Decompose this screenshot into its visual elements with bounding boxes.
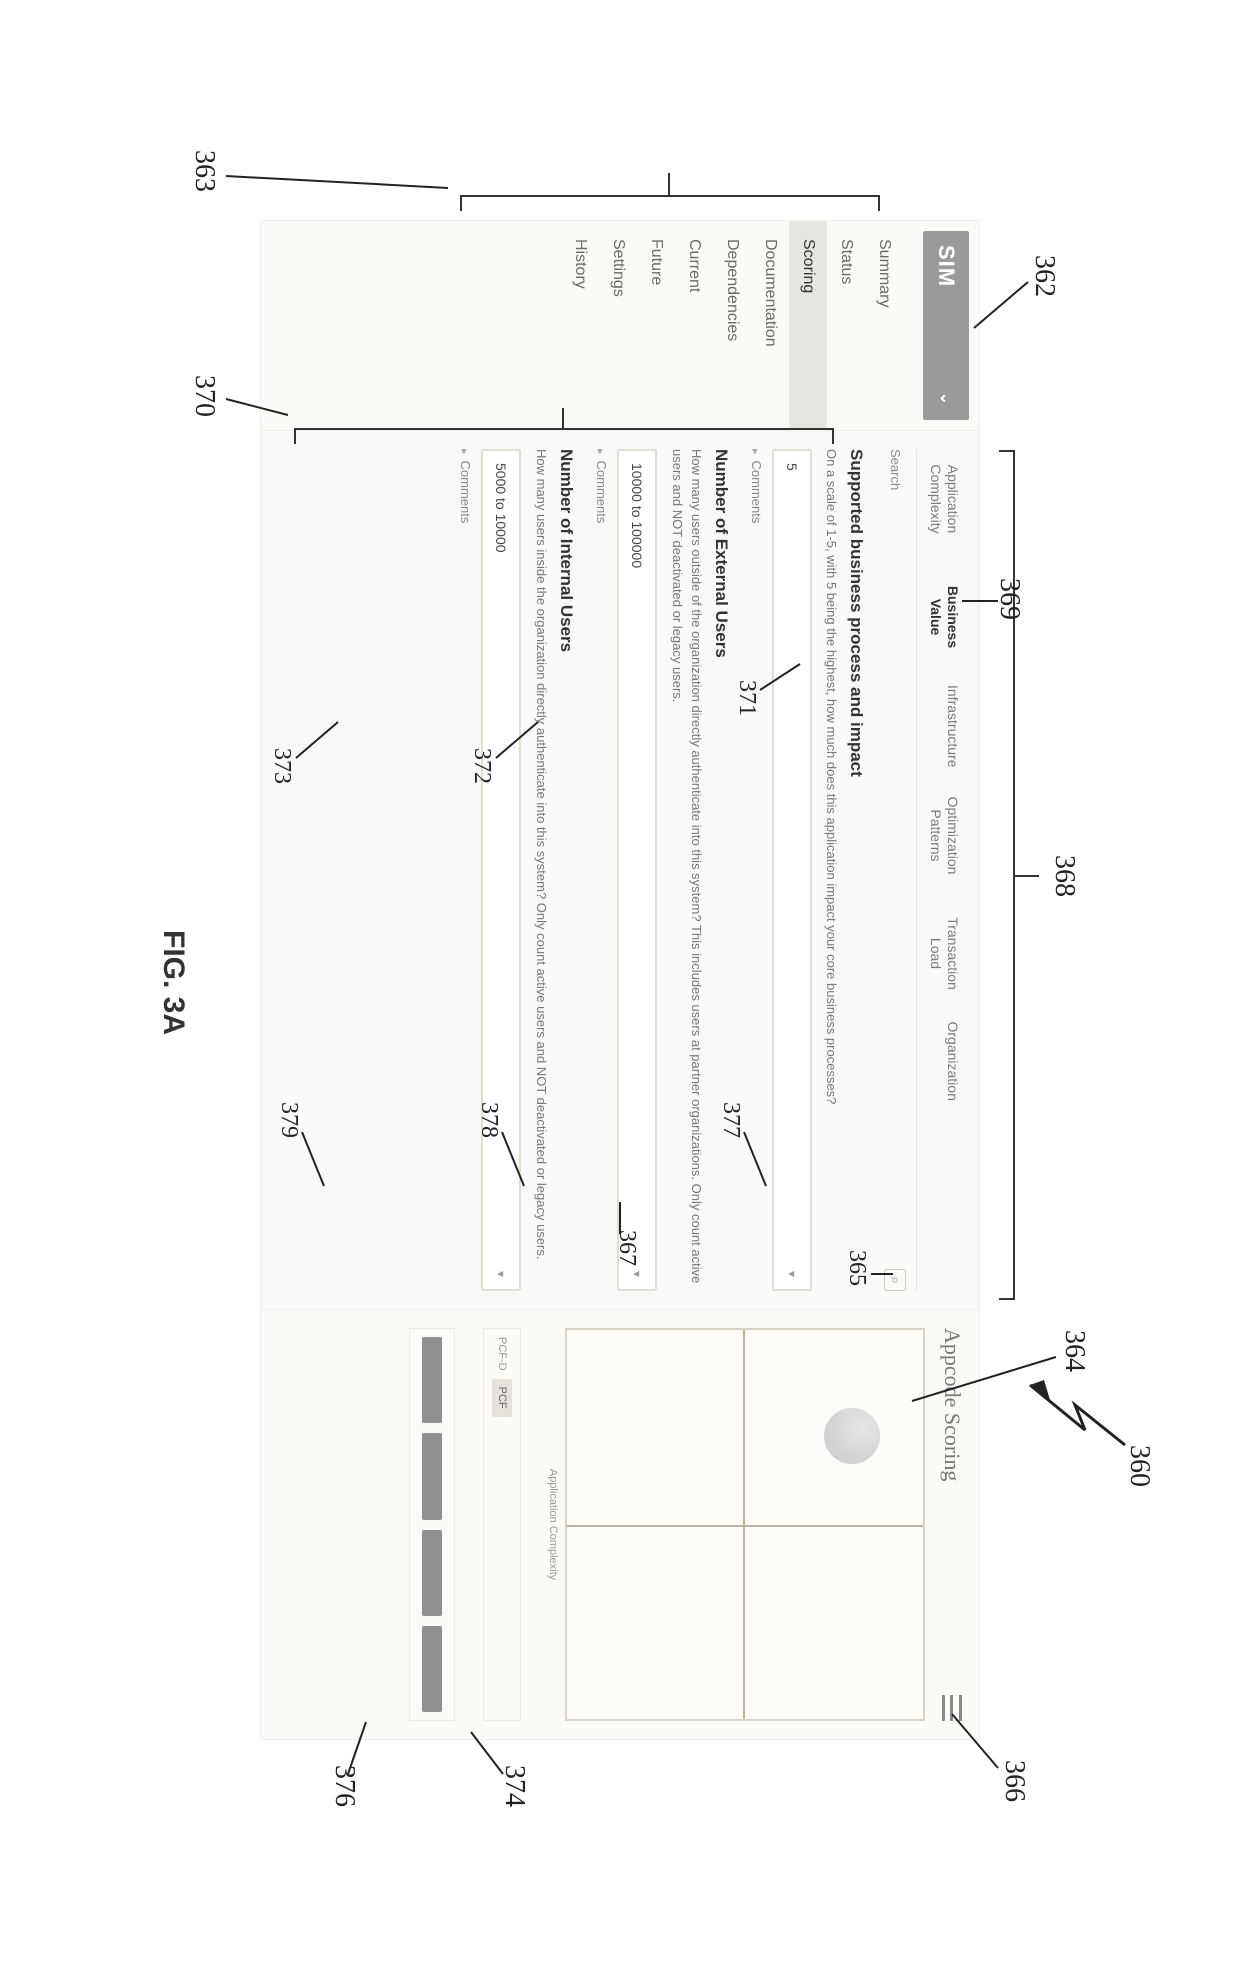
sidebar-item-summary[interactable]: Summary [865, 221, 903, 430]
lead-372 [490, 718, 540, 768]
sidebar-item-documentation[interactable]: Documentation [751, 221, 789, 430]
question-hint: On a scale of 1-5, with 5 being the high… [822, 449, 841, 1291]
score-bubble [824, 1408, 880, 1464]
ref-368: 368 [1048, 855, 1080, 897]
lead-362 [970, 280, 1030, 340]
stage: 360 SIM ⌄ SummaryStatusScoringDocumentat… [140, 100, 1060, 1880]
disposition-button-2[interactable] [422, 1530, 442, 1616]
lead-374 [465, 1730, 505, 1780]
ref-364: 364 [1058, 1330, 1090, 1372]
lead-363 [218, 172, 448, 212]
sidebar-item-future[interactable]: Future [637, 221, 675, 430]
sidebar-item-scoring[interactable]: Scoring [789, 221, 827, 430]
ref-370: 370 [188, 375, 220, 417]
question-hint: How many users inside the organization d… [531, 449, 550, 1291]
ref-366: 366 [998, 1760, 1030, 1802]
lead-373 [290, 718, 340, 768]
lead-366 [940, 1710, 1000, 1780]
tab-bar: Application Complexity Business Value Infr… [916, 449, 967, 1291]
sidebar-header[interactable]: SIM ⌄ [923, 231, 969, 420]
lead-378 [496, 1130, 526, 1190]
app-window: SIM ⌄ SummaryStatusScoringDocumentationD… [260, 220, 980, 1740]
disposition-button-0[interactable] [422, 1337, 442, 1423]
main-panel: Application Complexity Business Value Infr… [261, 431, 979, 1309]
tab-optimization-patterns[interactable]: Optimization Patterns [927, 785, 961, 885]
chevron-down-icon: ▾ [785, 1271, 799, 1277]
sidebar-item-status[interactable]: Status [827, 221, 865, 430]
bracket-363 [460, 195, 880, 207]
lead-369 [958, 595, 998, 615]
question-hint: How many users outside of the organizati… [667, 449, 705, 1291]
chip-row: PCF-D PCF [483, 1328, 521, 1721]
sidebar-item-current[interactable]: Current [675, 221, 713, 430]
chevron-down-icon: ⌄ [936, 392, 956, 406]
sidebar-item-settings[interactable]: Settings [599, 221, 637, 430]
tab-business-value[interactable]: Business Value [927, 567, 961, 667]
figure-caption: FIG. 3A [156, 930, 190, 1035]
sidebar-header-label: SIM [933, 245, 959, 287]
answer-select[interactable]: 10000 to 100000▾ [617, 449, 657, 1291]
chevron-down-icon: ▾ [494, 1271, 508, 1277]
question-title: Number of Internal Users [556, 449, 576, 1291]
button-row [409, 1328, 455, 1721]
lead-376 [328, 1720, 368, 1780]
sidebar-nav: SummaryStatusScoringDocumentationDepende… [551, 221, 913, 430]
ref-362: 362 [1028, 255, 1060, 297]
lead-370 [218, 395, 288, 425]
chart-hline [743, 1330, 745, 1719]
question-title: Supported business process and impact [846, 449, 866, 1291]
search-row: Search ⌕ [884, 449, 906, 1291]
search-label: Search [888, 449, 903, 490]
tab-organization[interactable]: Organization [927, 1021, 961, 1100]
question-1: Number of External Users How many users o… [594, 449, 731, 1291]
lead-371 [756, 660, 802, 700]
comments-toggle[interactable]: Comments [594, 449, 609, 1291]
disposition-button-3[interactable] [422, 1626, 442, 1712]
ref-363: 363 [188, 150, 220, 192]
disposition-button-1[interactable] [422, 1433, 442, 1519]
tab-infrastructure[interactable]: Infrastructure [927, 685, 961, 767]
comments-toggle[interactable]: Comments [458, 449, 473, 1291]
chart-vline [567, 1525, 923, 1527]
scoring-chart [565, 1328, 925, 1721]
answer-select[interactable]: 5▾ [772, 449, 812, 1291]
lead-379 [296, 1130, 326, 1190]
bracket-370 [294, 428, 834, 440]
lead-364 [908, 1355, 1058, 1415]
lead-367 [610, 1200, 630, 1240]
lead-377 [738, 1130, 768, 1190]
sidebar-item-dependencies[interactable]: Dependencies [713, 221, 751, 430]
chip-left-label: PCF-D [496, 1337, 508, 1371]
question-title: Number of External Users [711, 449, 731, 1291]
chevron-down-icon: ▾ [630, 1271, 644, 1277]
tab-transaction-load[interactable]: Transaction Load [927, 903, 961, 1003]
sidebar: SIM ⌄ SummaryStatusScoringDocumentationD… [261, 221, 979, 431]
x-axis-label: Application Complexity [547, 1328, 559, 1721]
right-panel: Appcode Scoring Business Value Applicati… [261, 1309, 979, 1739]
tab-application-complexity[interactable]: Application Complexity [927, 449, 961, 549]
chip-on[interactable]: PCF [492, 1379, 512, 1417]
lead-365 [865, 1272, 895, 1302]
sidebar-item-history[interactable]: History [561, 221, 599, 430]
